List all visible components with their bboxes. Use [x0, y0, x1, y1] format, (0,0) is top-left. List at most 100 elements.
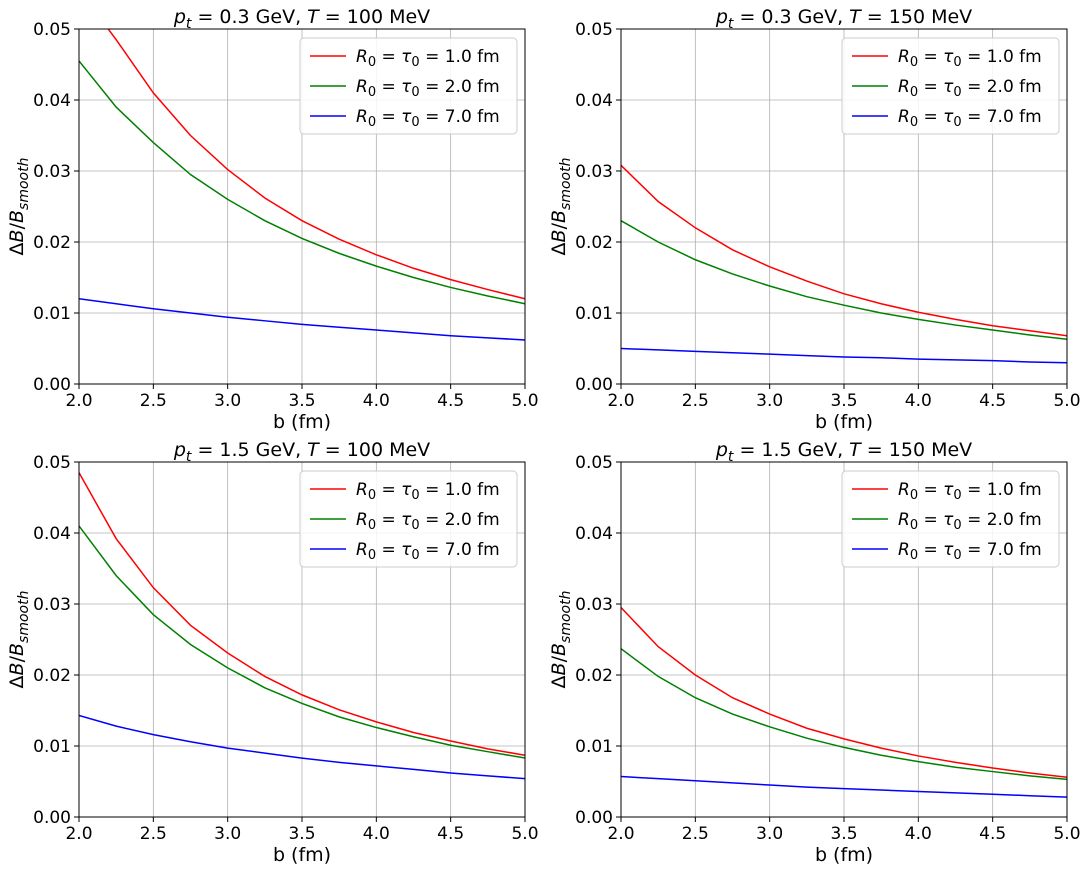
x-tick-label: 4.0	[905, 824, 932, 844]
x-tick-label: 2.0	[607, 391, 634, 411]
y-tick-label: 0.04	[575, 524, 613, 544]
series-group	[621, 164, 1067, 364]
x-tick-label: 5.0	[511, 824, 538, 844]
panel-3: 2.0 2.5 3.0 3.5 4.0 4.5 5.0 0.00 0.01 0.02 0.03 0.0…	[6, 439, 539, 866]
y-tick-label: 0.03	[33, 162, 71, 182]
legend-box	[841, 37, 1060, 135]
x-tick-label: 5.0	[1053, 391, 1080, 411]
series-line	[621, 164, 1067, 337]
legend-label: R0 = τ0 = 1.0 fm	[356, 480, 500, 503]
y-tick-label: 0.04	[33, 524, 71, 544]
panel-title: pt = 1.5 GeV, T = 150 MeV	[715, 439, 972, 465]
series-line	[621, 775, 1067, 798]
y-tick-label: 0.00	[33, 808, 71, 828]
legend: R0 = τ0 = 1.0 fm R0 = τ0 = 2.0 fm R0 = τ0 …	[299, 37, 518, 135]
x-tick-label: 4.0	[363, 391, 390, 411]
x-tick-label: 3.5	[830, 391, 857, 411]
series-line	[79, 472, 525, 756]
x-tick-label: 3.0	[214, 824, 241, 844]
x-tick-label: 4.0	[905, 391, 932, 411]
panel-2: 2.0 2.5 3.0 3.5 4.0 4.5 5.0 0.00 0.01 0.02 0.03 0.0…	[548, 6, 1081, 433]
panel-4: 2.0 2.5 3.0 3.5 4.0 4.5 5.0 0.00 0.01 0.02 0.03 0.0…	[548, 439, 1081, 866]
panel-1: 2.0 2.5 3.0 3.5 4.0 4.5 5.0 0.00 0.01 0.02 0.03 0.0…	[6, 6, 539, 433]
y-tick-label: 0.05	[33, 20, 71, 40]
series-line	[79, 60, 525, 305]
x-tick-label: 5.0	[511, 391, 538, 411]
x-tick-label: 4.5	[979, 824, 1006, 844]
series-line	[107, 29, 525, 300]
series-line	[79, 525, 525, 759]
legend-label: R0 = τ0 = 1.0 fm	[898, 47, 1042, 70]
x-tick-label: 2.0	[607, 824, 634, 844]
y-axis-label: ΔB/Bsmooth	[6, 591, 32, 689]
y-tick-label: 0.05	[33, 453, 71, 473]
x-tick-label: 4.5	[437, 824, 464, 844]
y-axis-label: ΔB/Bsmooth	[548, 158, 574, 256]
legend: R0 = τ0 = 1.0 fm R0 = τ0 = 2.0 fm R0 = τ0 …	[299, 470, 518, 568]
x-axis-label: b (fm)	[815, 411, 873, 433]
y-axis-label: ΔB/Bsmooth	[6, 158, 32, 256]
y-tick-label: 0.04	[575, 91, 613, 111]
y-axis-label: ΔB/Bsmooth	[548, 591, 574, 689]
x-tick-label: 3.0	[756, 391, 783, 411]
legend-label: R0 = τ0 = 7.0 fm	[898, 540, 1042, 563]
x-tick-label: 2.5	[140, 391, 167, 411]
x-tick-label: 4.5	[979, 391, 1006, 411]
legend-label: R0 = τ0 = 2.0 fm	[898, 77, 1042, 100]
x-tick-label: 4.5	[437, 391, 464, 411]
y-tick-label: 0.05	[575, 453, 613, 473]
x-tick-label: 3.0	[214, 391, 241, 411]
legend: R0 = τ0 = 1.0 fm R0 = τ0 = 2.0 fm R0 = τ0 …	[841, 470, 1060, 568]
x-tick-label: 3.5	[288, 824, 315, 844]
series-line	[79, 714, 525, 780]
series-line	[621, 220, 1067, 341]
series-group	[621, 607, 1067, 798]
y-tick-label: 0.04	[33, 91, 71, 111]
legend-box	[299, 37, 518, 135]
panel-title: pt = 0.3 GeV, T = 100 MeV	[173, 6, 430, 32]
series-line	[621, 347, 1067, 364]
x-tick-label: 2.0	[65, 391, 92, 411]
x-axis-label: b (fm)	[273, 844, 331, 866]
y-tick-label: 0.01	[33, 737, 71, 757]
x-axis-label: b (fm)	[273, 411, 331, 433]
x-tick-label: 2.5	[682, 824, 709, 844]
y-tick-label: 0.00	[33, 375, 71, 395]
legend-label: R0 = τ0 = 2.0 fm	[356, 510, 500, 533]
y-tick-label: 0.03	[33, 595, 71, 615]
x-tick-label: 5.0	[1053, 824, 1080, 844]
x-tick-label: 2.5	[140, 824, 167, 844]
y-tick-label: 0.01	[575, 737, 613, 757]
y-tick-label: 0.02	[33, 233, 71, 253]
series-line	[79, 298, 525, 341]
legend-label: R0 = τ0 = 2.0 fm	[898, 510, 1042, 533]
panel-title: pt = 0.3 GeV, T = 150 MeV	[715, 6, 972, 32]
y-tick-label: 0.03	[575, 595, 613, 615]
y-tick-label: 0.00	[575, 808, 613, 828]
legend-label: R0 = τ0 = 7.0 fm	[898, 107, 1042, 130]
x-tick-label: 3.5	[288, 391, 315, 411]
legend-label: R0 = τ0 = 2.0 fm	[356, 77, 500, 100]
y-tick-label: 0.05	[575, 20, 613, 40]
y-tick-label: 0.01	[33, 304, 71, 324]
x-axis-label: b (fm)	[815, 844, 873, 866]
legend-label: R0 = τ0 = 7.0 fm	[356, 540, 500, 563]
legend-label: R0 = τ0 = 1.0 fm	[356, 47, 500, 70]
x-tick-label: 3.5	[830, 824, 857, 844]
y-tick-label: 0.02	[575, 233, 613, 253]
y-tick-label: 0.03	[575, 162, 613, 182]
y-tick-label: 0.01	[575, 304, 613, 324]
y-tick-label: 0.02	[33, 666, 71, 686]
x-tick-label: 3.0	[756, 824, 783, 844]
y-tick-label: 0.02	[575, 666, 613, 686]
legend-box	[841, 470, 1060, 568]
series-line	[621, 648, 1067, 781]
legend-label: R0 = τ0 = 1.0 fm	[898, 480, 1042, 503]
legend-box	[299, 470, 518, 568]
series-line	[621, 607, 1067, 778]
x-tick-label: 4.0	[363, 824, 390, 844]
legend: R0 = τ0 = 1.0 fm R0 = τ0 = 2.0 fm R0 = τ0 …	[841, 37, 1060, 135]
panel-title: pt = 1.5 GeV, T = 100 MeV	[173, 439, 430, 465]
series-group	[79, 29, 525, 341]
